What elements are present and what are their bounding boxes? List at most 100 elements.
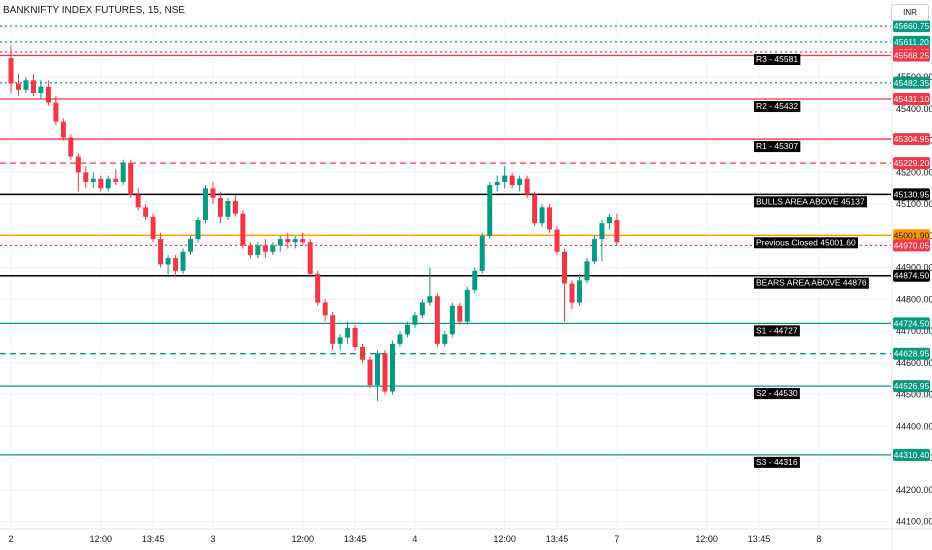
candle-body <box>285 239 291 243</box>
candle-body <box>180 251 186 271</box>
y-tick-label: 44700.00 <box>896 326 932 336</box>
y-tick-label: 45200.00 <box>896 167 932 177</box>
price-badge-label: 45229.20 <box>894 158 930 168</box>
candle-body <box>539 207 545 224</box>
candle-body <box>120 162 126 182</box>
candle-body <box>270 245 276 252</box>
candle-body <box>315 274 321 303</box>
price-badge <box>893 269 930 282</box>
level-label: S3 - 44316 <box>756 457 798 467</box>
candle-body <box>367 359 373 386</box>
currency-selector[interactable]: INR <box>891 4 929 21</box>
x-tick-label: 13:45 <box>142 534 165 544</box>
candle-body <box>188 239 194 252</box>
candle-body <box>427 296 433 303</box>
candle-body <box>158 239 164 265</box>
candle-body <box>113 178 119 182</box>
price-badge <box>893 20 930 33</box>
candle-body <box>509 175 515 186</box>
level-label: R2 - 45432 <box>756 101 798 111</box>
level-label-box <box>754 388 800 400</box>
level-label-box <box>754 141 801 153</box>
candle-body <box>98 178 104 189</box>
candle-body <box>217 197 223 217</box>
x-tick-label: 2 <box>8 534 13 544</box>
price-badge-label: 44970.05 <box>894 240 930 250</box>
candle-body <box>524 178 530 195</box>
level-label: S1 - 44727 <box>756 325 798 335</box>
level-label-box <box>754 196 867 208</box>
candle-body <box>382 353 388 392</box>
level-label-box <box>754 237 858 249</box>
price-badge-label: 45001.90 <box>894 230 930 240</box>
level-label-box <box>754 325 800 337</box>
level-label-box <box>754 53 801 65</box>
x-tick-label: 12:00 <box>493 534 516 544</box>
candle-body <box>464 289 470 322</box>
x-tick-label: 12:00 <box>695 534 718 544</box>
candle-body <box>569 283 575 303</box>
candle-body <box>232 200 238 214</box>
candle-body <box>202 188 208 221</box>
candle-body <box>419 302 425 316</box>
y-tick-label: 44900.00 <box>896 263 932 273</box>
candle-body <box>307 242 313 274</box>
price-badge-label: 45611.20 <box>894 37 929 47</box>
candle-body <box>404 324 410 335</box>
x-tick-label: 13:45 <box>344 534 367 544</box>
candle-body <box>225 200 231 217</box>
candle-body <box>30 80 36 94</box>
candle-body <box>23 80 29 90</box>
candle-body <box>487 185 493 236</box>
candle-body <box>599 223 605 240</box>
candle-body <box>472 270 478 290</box>
candle-body <box>591 239 597 262</box>
price-badge <box>893 380 930 393</box>
candle-body <box>375 353 381 386</box>
price-badge <box>893 229 930 242</box>
candle-body <box>195 220 201 240</box>
candle-body <box>292 239 298 243</box>
candle-body <box>247 245 253 255</box>
chart-title: BANKNIFTY INDEX FUTURES, 15, NSE <box>3 5 186 16</box>
price-badge <box>893 35 930 48</box>
candle-body <box>90 178 96 182</box>
price-badge <box>893 93 930 106</box>
price-badge-label: 44526.95 <box>894 381 930 391</box>
candle-body <box>165 258 171 265</box>
candle-body <box>576 280 582 303</box>
y-tick-label: 44800.00 <box>896 294 932 304</box>
y-tick-label: 44500.00 <box>896 390 932 400</box>
x-tick-label: 13:45 <box>546 534 569 544</box>
y-tick-label: 44400.00 <box>896 421 932 431</box>
candle-body <box>322 302 328 316</box>
price-badge-label: 45568.25 <box>894 50 930 60</box>
candle-body <box>479 235 485 271</box>
candle-body <box>150 216 156 240</box>
level-label: S2 - 44530 <box>756 388 798 398</box>
price-badge-label: 44724.50 <box>894 318 930 328</box>
candle-body <box>15 83 21 90</box>
candle-body <box>262 245 268 252</box>
candle-body <box>434 296 440 344</box>
x-tick-label: 13:45 <box>748 534 771 544</box>
candle-body <box>397 334 403 344</box>
candle-body <box>240 213 246 246</box>
candle-body <box>352 327 358 348</box>
candle-body <box>442 334 448 344</box>
candle-body <box>337 337 343 344</box>
price-badge-label: 44628.95 <box>894 349 930 359</box>
candle-body <box>210 188 216 198</box>
candle-body <box>45 86 51 103</box>
candle-body <box>554 229 560 252</box>
candle-body <box>173 258 179 271</box>
level-label: Previous Closed 45001.60 <box>756 237 856 247</box>
price-badge-label: 44874.50 <box>894 271 930 281</box>
candle-body <box>606 216 612 224</box>
level-label-box <box>754 277 869 289</box>
price-badge <box>893 347 930 360</box>
y-tick-label: 45400.00 <box>896 104 932 114</box>
candle-body <box>143 207 149 217</box>
price-badge-label: 45130.95 <box>894 189 930 199</box>
